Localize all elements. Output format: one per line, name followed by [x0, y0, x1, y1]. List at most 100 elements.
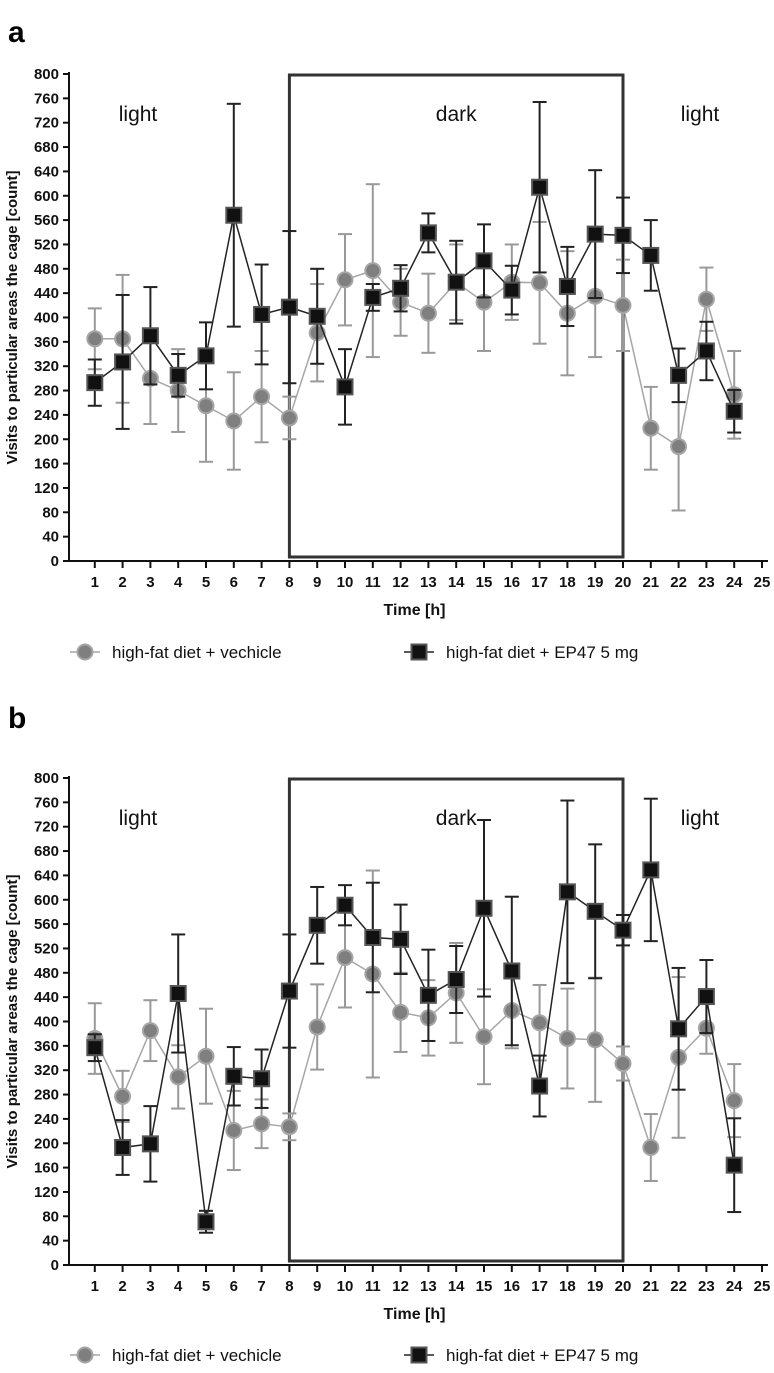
data-point — [86, 330, 104, 348]
legend-label-vehicle: high-fat diet + vechicle — [112, 1346, 282, 1365]
x-tick-label: 13 — [420, 1278, 437, 1295]
y-tick-label: 80 — [42, 504, 59, 521]
y-tick-label: 280 — [34, 383, 59, 400]
x-tick-label: 12 — [392, 1278, 409, 1295]
data-point — [670, 438, 688, 456]
x-tick-label: 1 — [91, 1278, 99, 1295]
x-tick-label: 24 — [726, 574, 743, 591]
data-point — [392, 930, 410, 948]
data-point — [447, 970, 465, 988]
data-point — [169, 984, 187, 1002]
series-ep47 — [86, 101, 743, 434]
x-tick-label: 21 — [642, 574, 659, 591]
x-tick-label: 22 — [670, 574, 687, 591]
y-tick-label: 360 — [34, 1038, 59, 1055]
data-point — [614, 1055, 632, 1073]
data-point — [586, 1031, 604, 1049]
x-tick-label: 3 — [146, 574, 154, 591]
x-tick-label: 17 — [531, 574, 548, 591]
data-point — [503, 962, 521, 980]
y-tick-label: 240 — [34, 1111, 59, 1128]
data-point — [280, 298, 298, 316]
data-point — [531, 274, 549, 292]
x-tick-label: 21 — [642, 1278, 659, 1295]
y-tick-label: 320 — [34, 358, 59, 375]
x-tick-label: 6 — [230, 1278, 238, 1295]
x-tick-label: 12 — [392, 574, 409, 591]
x-tick-label: 24 — [726, 1278, 743, 1295]
data-point — [86, 1039, 104, 1057]
y-tick-label: 560 — [34, 212, 59, 229]
data-point — [114, 1087, 132, 1105]
x-tick-label: 10 — [337, 574, 354, 591]
data-point — [503, 281, 521, 299]
data-point — [642, 246, 660, 264]
y-tick-label: 160 — [34, 1160, 59, 1177]
legend-marker-ep47 — [410, 1346, 428, 1364]
data-point — [642, 1139, 660, 1157]
data-point — [336, 271, 354, 289]
x-tick-label: 13 — [420, 574, 437, 591]
data-point — [531, 178, 549, 196]
x-axis-label: Time [h] — [384, 602, 446, 619]
data-point — [558, 1030, 576, 1048]
data-point — [336, 896, 354, 914]
data-point — [141, 1135, 159, 1153]
x-tick-label: 16 — [503, 1278, 520, 1295]
x-tick-label: 9 — [313, 574, 321, 591]
x-tick-label: 8 — [285, 1278, 293, 1295]
data-point — [670, 366, 688, 384]
data-point — [197, 397, 215, 415]
x-tick-label: 15 — [476, 1278, 493, 1295]
y-tick-label: 480 — [34, 965, 59, 982]
data-point — [558, 277, 576, 295]
data-point — [670, 1020, 688, 1038]
x-tick-label: 5 — [202, 1278, 210, 1295]
y-tick-label: 400 — [34, 1014, 59, 1031]
x-tick-label: 20 — [615, 1278, 632, 1295]
y-tick-label: 680 — [34, 139, 59, 156]
x-tick-label: 5 — [202, 574, 210, 591]
data-point — [253, 1115, 271, 1133]
legend-marker-vehicle — [76, 1346, 94, 1364]
legend-label-vehicle: high-fat diet + vechicle — [112, 643, 282, 662]
data-point — [308, 1018, 326, 1036]
y-tick-label: 600 — [34, 892, 59, 909]
y-tick-label: 320 — [34, 1062, 59, 1079]
data-point — [531, 1014, 549, 1032]
y-tick-label: 80 — [42, 1208, 59, 1225]
y-tick-label: 40 — [42, 1233, 59, 1250]
region-label-light: light — [119, 807, 158, 830]
data-point — [280, 982, 298, 1000]
series-line — [94, 269, 735, 448]
data-point — [419, 224, 437, 242]
legend: high-fat diet + vechicle high-fat diet + … — [70, 643, 638, 662]
y-tick-label: 40 — [42, 529, 59, 546]
y-tick-label: 480 — [34, 261, 59, 278]
data-point — [141, 1022, 159, 1040]
data-point — [114, 1139, 132, 1157]
x-tick-label: 19 — [587, 574, 604, 591]
y-tick-label: 720 — [34, 819, 59, 836]
data-point — [725, 1156, 743, 1174]
legend-label-ep47: high-fat diet + EP47 5 mg — [446, 643, 638, 662]
data-point — [392, 279, 410, 297]
x-tick-label: 6 — [230, 574, 238, 591]
data-point — [280, 409, 298, 427]
panel-label: b — [8, 702, 26, 735]
y-tick-label: 0 — [51, 553, 59, 570]
data-point — [253, 305, 271, 323]
y-tick-label: 800 — [34, 66, 59, 83]
y-tick-label: 800 — [34, 770, 59, 787]
y-tick-label: 440 — [34, 285, 59, 302]
x-tick-label: 8 — [285, 574, 293, 591]
region-label-light: light — [119, 103, 158, 126]
y-tick-label: 400 — [34, 310, 59, 327]
data-point — [419, 304, 437, 322]
data-point — [558, 883, 576, 901]
x-tick-label: 1 — [91, 574, 99, 591]
series-vehicle — [86, 869, 743, 1182]
data-point — [475, 899, 493, 917]
data-point — [447, 273, 465, 291]
series-vehicle — [86, 183, 743, 512]
